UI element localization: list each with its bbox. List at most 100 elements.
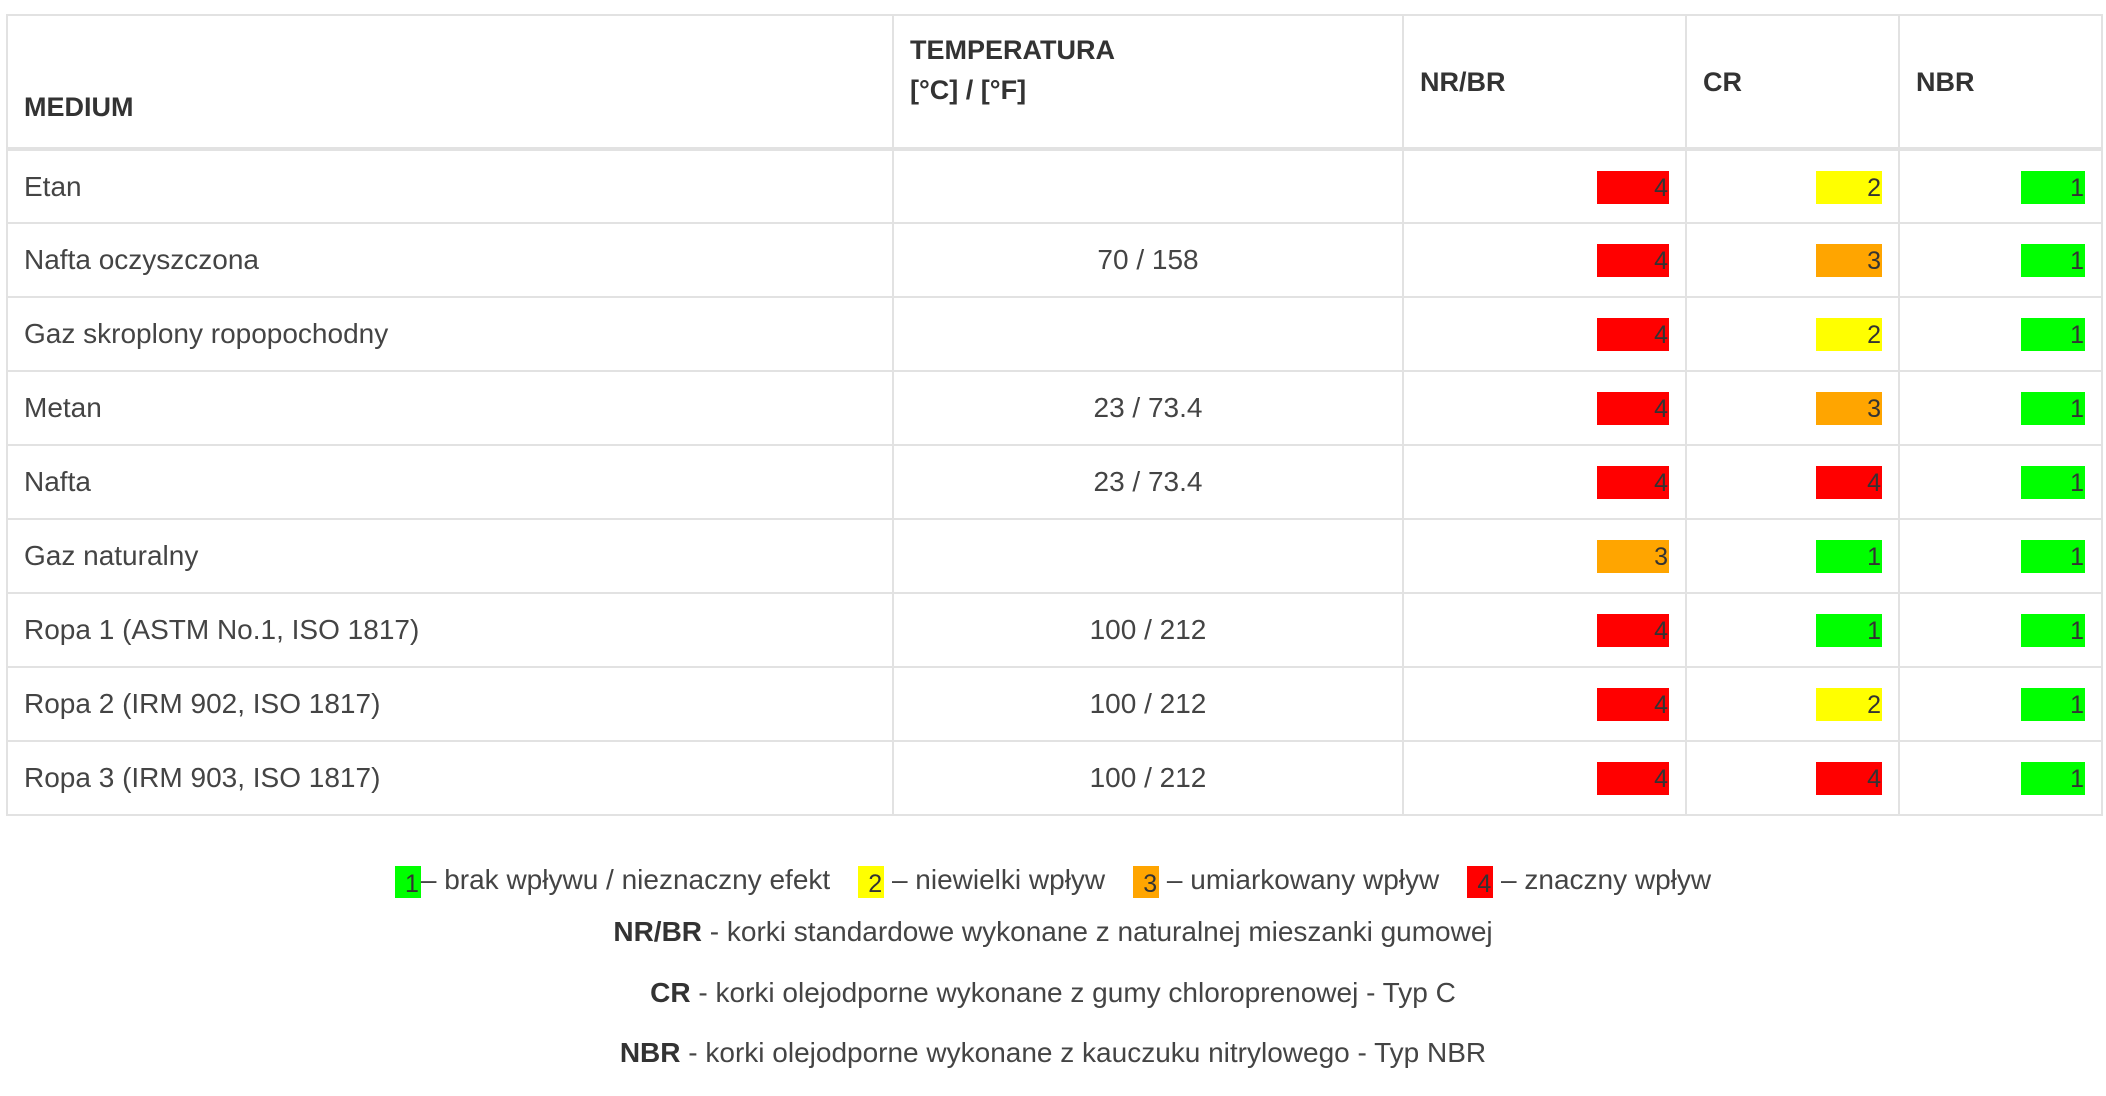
medium-cell: Metan — [6, 370, 894, 446]
table-row: Nafta 23 / 73.4 4 4 1 — [6, 444, 2103, 520]
rating-cell-nbr: 1 — [1898, 370, 2103, 446]
medium-cell: Etan — [6, 148, 894, 224]
legend-item: 3 – umiarkowany wpływ — [1133, 855, 1439, 905]
rating-cell-nrbr: 4 — [1402, 666, 1687, 742]
rating-cell-cr: 2 — [1685, 666, 1900, 742]
rating-cell-cr: 3 — [1685, 222, 1900, 298]
rating-badge: 4 — [1597, 466, 1669, 500]
table-row: Metan 23 / 73.4 4 3 1 — [6, 370, 2103, 446]
legend-text: – umiarkowany wpływ — [1159, 864, 1440, 895]
header-temperature-line2: [°C] / [°F] — [910, 75, 1027, 105]
rating-cell-cr: 1 — [1685, 592, 1900, 668]
rating-badge: 4 — [1597, 318, 1669, 352]
rating-cell-nrbr: 3 — [1402, 518, 1687, 594]
table-row: Ropa 1 (ASTM No.1, ISO 1817) 100 / 212 4 1 1 — [6, 592, 2103, 668]
medium-cell: Gaz skroplony ropopochodny — [6, 296, 894, 372]
legend-item: 4 – znaczny wpływ — [1467, 855, 1711, 905]
rating-badge: 4 — [1597, 392, 1669, 426]
temperature-cell: 100 / 212 — [892, 666, 1404, 742]
rating-badge: 1 — [2021, 170, 2085, 204]
rating-badge: 1 — [2021, 244, 2085, 278]
note-text: - korki olejodporne wykonane z kauczuku … — [680, 1037, 1487, 1068]
note-text: - korki standardowe wykonane z naturalne… — [702, 916, 1493, 947]
temperature-cell: 23 / 73.4 — [892, 370, 1404, 446]
rating-cell-nrbr: 4 — [1402, 370, 1687, 446]
legend-badge: 3 — [1133, 865, 1160, 898]
rating-badge: 3 — [1597, 540, 1669, 574]
rating-cell-nbr: 1 — [1898, 740, 2103, 816]
header-nrbr: NR/BR — [1402, 14, 1687, 151]
note-term: NR/BR — [613, 916, 703, 947]
rating-cell-cr: 1 — [1685, 518, 1900, 594]
rating-badge: 1 — [1816, 614, 1882, 648]
rating-badge: 1 — [2021, 540, 2085, 574]
rating-badge: 3 — [1816, 392, 1882, 426]
temperature-cell — [892, 518, 1404, 594]
table-row: Nafta oczyszczona 70 / 158 4 3 1 — [6, 222, 2103, 298]
medium-cell: Nafta — [6, 444, 894, 520]
temperature-cell — [892, 148, 1404, 224]
rating-cell-cr: 4 — [1685, 444, 1900, 520]
rating-cell-nrbr: 4 — [1402, 592, 1687, 668]
rating-cell-nrbr: 4 — [1402, 296, 1687, 372]
table-body: Etan 4 2 1 Nafta oczyszczona 70 / 158 4 3 1 Gaz s… — [6, 148, 2103, 816]
note-text: - korki olejodporne wykonane z gumy chlo… — [690, 977, 1456, 1008]
medium-cell: Gaz naturalny — [6, 518, 894, 594]
rating-badge: 1 — [2021, 466, 2085, 500]
temperature-cell — [892, 296, 1404, 372]
medium-cell: Ropa 1 (ASTM No.1, ISO 1817) — [6, 592, 894, 668]
table-row: Ropa 2 (IRM 902, ISO 1817) 100 / 212 4 2 1 — [6, 666, 2103, 742]
rating-cell-nrbr: 4 — [1402, 148, 1687, 224]
rating-badge: 4 — [1597, 688, 1669, 722]
rating-cell-cr: 2 — [1685, 148, 1900, 224]
table-row: Ropa 3 (IRM 903, ISO 1817) 100 / 212 4 4 1 — [6, 740, 2103, 816]
table-header: MEDIUM TEMPERATURA [°C] / [°F] NR/BR CR … — [6, 14, 2103, 151]
legend-text: – niewielki wpływ — [884, 864, 1106, 895]
legend-badge: 2 — [858, 865, 885, 898]
rating-badge: 1 — [1816, 540, 1882, 574]
rating-cell-nbr: 1 — [1898, 148, 2103, 224]
header-medium: MEDIUM — [6, 14, 894, 151]
medium-cell: Ropa 2 (IRM 902, ISO 1817) — [6, 666, 894, 742]
rating-badge: 2 — [1816, 318, 1882, 352]
header-temperature: TEMPERATURA [°C] / [°F] — [892, 14, 1404, 151]
rating-badge: 1 — [2021, 318, 2085, 352]
rating-cell-nbr: 1 — [1898, 592, 2103, 668]
rating-cell-cr: 2 — [1685, 296, 1900, 372]
rating-badge: 2 — [1816, 170, 1882, 204]
table-row: Gaz skroplony ropopochodny 4 2 1 — [6, 296, 2103, 372]
legend-badge: 1 — [394, 865, 421, 898]
temperature-cell: 100 / 212 — [892, 740, 1404, 816]
rating-cell-nbr: 1 — [1898, 296, 2103, 372]
temperature-cell: 23 / 73.4 — [892, 444, 1404, 520]
header-nbr: NBR — [1898, 14, 2103, 151]
rating-badge: 4 — [1597, 244, 1669, 278]
temperature-cell: 70 / 158 — [892, 222, 1404, 298]
rating-badge: 1 — [2021, 614, 2085, 648]
rating-badge: 4 — [1597, 170, 1669, 204]
rating-cell-cr: 3 — [1685, 370, 1900, 446]
rating-badge: 4 — [1816, 466, 1882, 500]
legend-text: – znaczny wpływ — [1493, 864, 1712, 895]
header-row: MEDIUM TEMPERATURA [°C] / [°F] NR/BR CR … — [6, 14, 2103, 151]
rating-legend: 1– brak wpływu / nieznaczny efekt 2 – nie… — [0, 855, 2106, 905]
rating-badge: 4 — [1597, 762, 1669, 796]
temperature-cell: 100 / 212 — [892, 592, 1404, 668]
legend-item: 1– brak wpływu / nieznaczny efekt — [394, 855, 830, 905]
note-nrbr: NR/BR - korki standardowe wykonane z nat… — [0, 916, 2106, 948]
note-nbr: NBR - korki olejodporne wykonane z kaucz… — [0, 1037, 2106, 1069]
rating-cell-nbr: 1 — [1898, 666, 2103, 742]
rating-cell-nbr: 1 — [1898, 518, 2103, 594]
rating-cell-nbr: 1 — [1898, 444, 2103, 520]
rating-badge: 3 — [1816, 244, 1882, 278]
legend-item: 2 – niewielki wpływ — [858, 855, 1105, 905]
rating-badge: 1 — [2021, 762, 2085, 796]
legend-badge: 4 — [1467, 865, 1494, 898]
note-term: NBR — [619, 1037, 681, 1068]
rating-badge: 1 — [2021, 392, 2085, 426]
note-cr: CR - korki olejodporne wykonane z gumy c… — [0, 977, 2106, 1009]
medium-cell: Ropa 3 (IRM 903, ISO 1817) — [6, 740, 894, 816]
rating-cell-nrbr: 4 — [1402, 222, 1687, 298]
header-temperature-line1: TEMPERATURA — [910, 35, 1115, 65]
